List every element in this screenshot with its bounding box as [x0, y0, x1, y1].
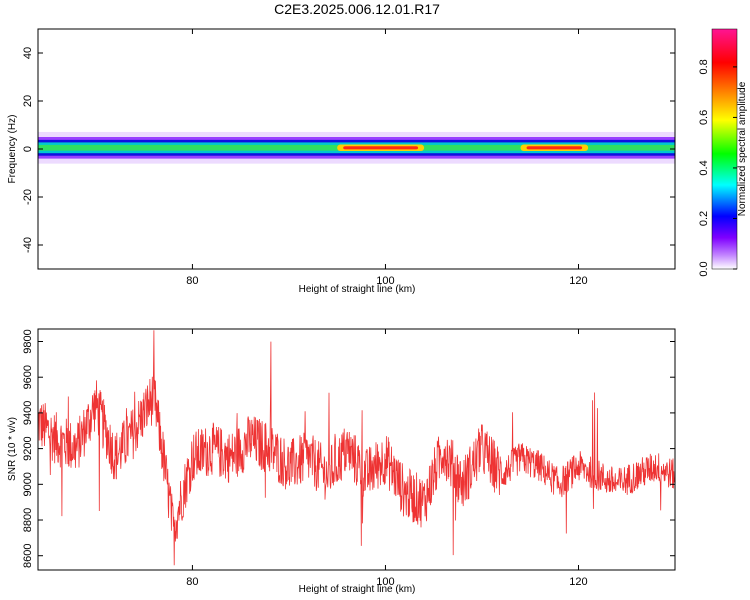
colorbar-tick-label: 0.4 — [698, 160, 710, 175]
spectrogram-y-tick-label: 20 — [22, 95, 34, 107]
spectrogram-y-tick-label: 0 — [22, 146, 34, 152]
spectrogram-y-ticks: -40 -20 0 20 40 — [22, 47, 675, 253]
snr-y-label: SNR (10 * v/v) — [7, 417, 18, 481]
snr-frame — [37, 328, 676, 571]
snr-series-line — [38, 330, 675, 566]
snr-y-tick-label: 8800 — [22, 508, 34, 532]
spectral-band — [38, 131, 675, 164]
colorbar-label: Normalized spectral amplitude — [737, 81, 748, 216]
snr-panel: 80 100 120 8600 8800 9000 9200 9400 9600 9800 He… — [7, 328, 676, 595]
snr-x-ticks: 80 100 120 — [186, 329, 588, 588]
colorbar-tick-label: 0.2 — [698, 211, 710, 226]
snr-y-tick-label: 9000 — [22, 472, 34, 496]
spectrogram-y-tick-label: 40 — [22, 47, 34, 59]
snr-x-tick-label: 120 — [569, 576, 587, 588]
spectrogram-x-label: Height of straight line (km) — [299, 284, 416, 295]
spectrogram-y-tick-label: -20 — [22, 189, 34, 205]
spectrogram-panel: 80 100 120 -40 -20 0 20 40 Height of straight … — [7, 28, 676, 295]
spectrogram-x-ticks: 80 100 120 — [186, 29, 588, 287]
snr-y-tick-label: 9800 — [22, 329, 34, 353]
snr-y-ticks: 8600 8800 9000 9200 9400 9600 9800 — [22, 329, 675, 568]
colorbar-ticks: 0.0 0.2 0.4 0.6 0.8 — [698, 59, 737, 277]
spectrogram-x-tick-label: 120 — [569, 275, 587, 287]
colorbar-tick-label: 0.8 — [698, 59, 710, 74]
snr-x-label: Height of straight line (km) — [299, 584, 416, 595]
snr-y-tick-label: 9400 — [22, 401, 34, 425]
spectrogram-y-label: Frequency (Hz) — [7, 115, 18, 184]
band-peak-red — [526, 146, 583, 150]
spectrogram-y-tick-label: -40 — [22, 237, 34, 253]
snr-y-tick-label: 9200 — [22, 436, 34, 460]
chart-title: C2E3.2025.006.12.01.R17 — [274, 1, 440, 17]
band-peak-red — [343, 146, 419, 150]
colorbar-tick-label: 0.6 — [698, 110, 710, 125]
spectrogram-x-tick-label: 100 — [376, 275, 394, 287]
snr-x-tick-label: 80 — [186, 576, 198, 588]
snr-y-tick-label: 9600 — [22, 365, 34, 389]
snr-y-tick-label: 8600 — [22, 543, 34, 567]
colorbar: 0.0 0.2 0.4 0.6 0.8 Normalized spectral ampl… — [698, 28, 748, 277]
spectrogram-x-tick-label: 80 — [186, 275, 198, 287]
snr-x-tick-label: 100 — [376, 576, 394, 588]
colorbar-tick-label: 0.0 — [698, 261, 710, 276]
colorbar-gradient — [711, 28, 738, 270]
